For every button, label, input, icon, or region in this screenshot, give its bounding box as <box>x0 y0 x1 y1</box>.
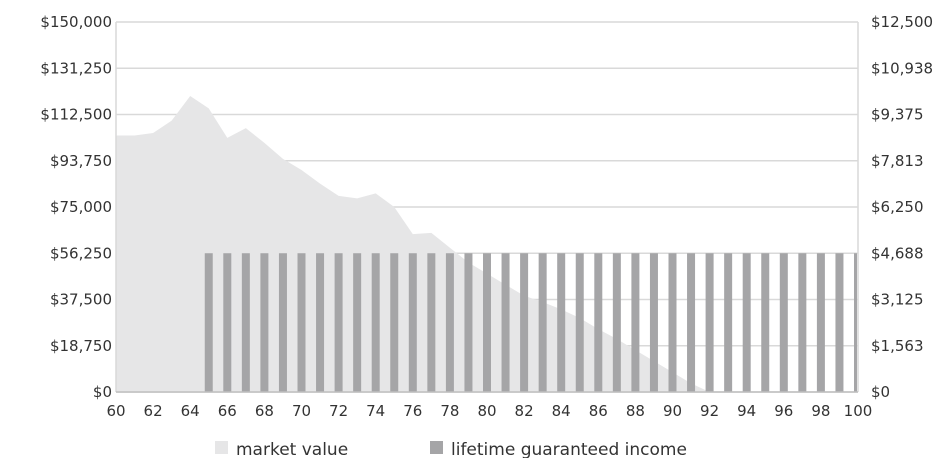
right-tick-label: $6,250 <box>871 198 924 216</box>
x-tick-label: 86 <box>589 402 608 420</box>
left-tick-label: $112,500 <box>40 106 112 124</box>
right-tick-label: $4,688 <box>871 244 924 262</box>
left-tick-label: $37,500 <box>50 291 112 309</box>
x-tick-label: 74 <box>366 402 385 420</box>
income-bar <box>780 253 788 392</box>
x-tick-label: 92 <box>700 402 719 420</box>
income-bar <box>854 253 857 392</box>
right-tick-label: $3,125 <box>871 291 924 309</box>
income-bar <box>669 253 677 392</box>
income-bar <box>798 253 806 392</box>
left-tick-label: $56,250 <box>50 244 112 262</box>
left-tick-label: $150,000 <box>40 13 112 31</box>
income-bar <box>464 253 472 392</box>
left-tick-label: $18,750 <box>50 337 112 355</box>
x-tick-label: 60 <box>106 402 125 420</box>
x-tick-label: 96 <box>774 402 793 420</box>
income-bar <box>557 253 565 392</box>
left-tick-label: $93,750 <box>50 152 112 170</box>
legend: market value lifetime guaranteed income <box>215 440 687 458</box>
income-bar <box>353 253 361 392</box>
income-bar <box>631 253 639 392</box>
x-tick-label: 88 <box>626 402 645 420</box>
right-tick-label: $9,375 <box>871 106 924 124</box>
right-tick-label: $0 <box>871 383 890 401</box>
income-bar <box>594 253 602 392</box>
income-bar <box>223 253 231 392</box>
right-tick-label: $7,813 <box>871 152 924 170</box>
income-bar <box>817 253 825 392</box>
x-tick-label: 90 <box>663 402 682 420</box>
x-tick-label: 76 <box>403 402 422 420</box>
x-tick-label: 72 <box>329 402 348 420</box>
legend-swatch-lifetime-guaranteed-income <box>430 441 443 454</box>
income-bar <box>743 253 751 392</box>
income-bar <box>316 253 324 392</box>
x-tick-label: 100 <box>844 402 873 420</box>
income-bar <box>706 253 714 392</box>
income-bar <box>446 253 454 392</box>
income-bar <box>539 253 547 392</box>
right-tick-label: $12,500 <box>871 13 933 31</box>
x-tick-label: 64 <box>181 402 200 420</box>
x-tick-label: 80 <box>477 402 496 420</box>
x-tick-label: 78 <box>440 402 459 420</box>
x-tick-label: 66 <box>218 402 237 420</box>
income-bar <box>335 253 343 392</box>
x-tick-label: 82 <box>515 402 534 420</box>
income-bar <box>650 253 658 392</box>
x-tick-label: 98 <box>811 402 830 420</box>
x-tick-label: 70 <box>292 402 311 420</box>
income-bar <box>520 253 528 392</box>
x-tick-label: 84 <box>552 402 571 420</box>
income-bar <box>724 253 732 392</box>
left-tick-label: $75,000 <box>50 198 112 216</box>
legend-swatch-market-value <box>215 441 228 454</box>
right-axis-ticks: $0 $1,563 $3,125 $4,688 $6,250 $7,813 $9,375 $1… <box>871 13 933 401</box>
right-tick-label: $10,938 <box>871 59 933 77</box>
income-bar <box>279 253 287 392</box>
income-bar <box>242 253 250 392</box>
income-bar <box>761 253 769 392</box>
income-bar <box>613 253 621 392</box>
income-bar <box>576 253 584 392</box>
x-tick-label: 94 <box>737 402 756 420</box>
income-bar <box>298 253 306 392</box>
income-bar <box>390 253 398 392</box>
income-bar <box>260 253 268 392</box>
x-tick-label: 62 <box>144 402 163 420</box>
income-bar <box>372 253 380 392</box>
right-tick-label: $1,563 <box>871 337 924 355</box>
left-tick-label: $0 <box>93 383 112 401</box>
income-bar <box>409 253 417 392</box>
income-bar <box>205 253 213 392</box>
income-bar <box>427 253 435 392</box>
income-bar <box>483 253 491 392</box>
legend-label-lifetime-guaranteed-income: lifetime guaranteed income <box>451 440 687 458</box>
income-bar <box>835 253 843 392</box>
left-tick-label: $131,250 <box>40 59 112 77</box>
x-axis-ticks: 60 62 64 66 68 70 72 74 76 78 80 82 84 86 88 90 92 94 96 98… <box>106 402 872 420</box>
x-tick-label: 68 <box>255 402 274 420</box>
legend-label-market-value: market value <box>236 440 348 458</box>
income-bar <box>502 253 510 392</box>
income-bar <box>687 253 695 392</box>
left-axis-ticks: $0 $18,750 $37,500 $56,250 $75,000 $93,750 $11… <box>40 13 112 401</box>
